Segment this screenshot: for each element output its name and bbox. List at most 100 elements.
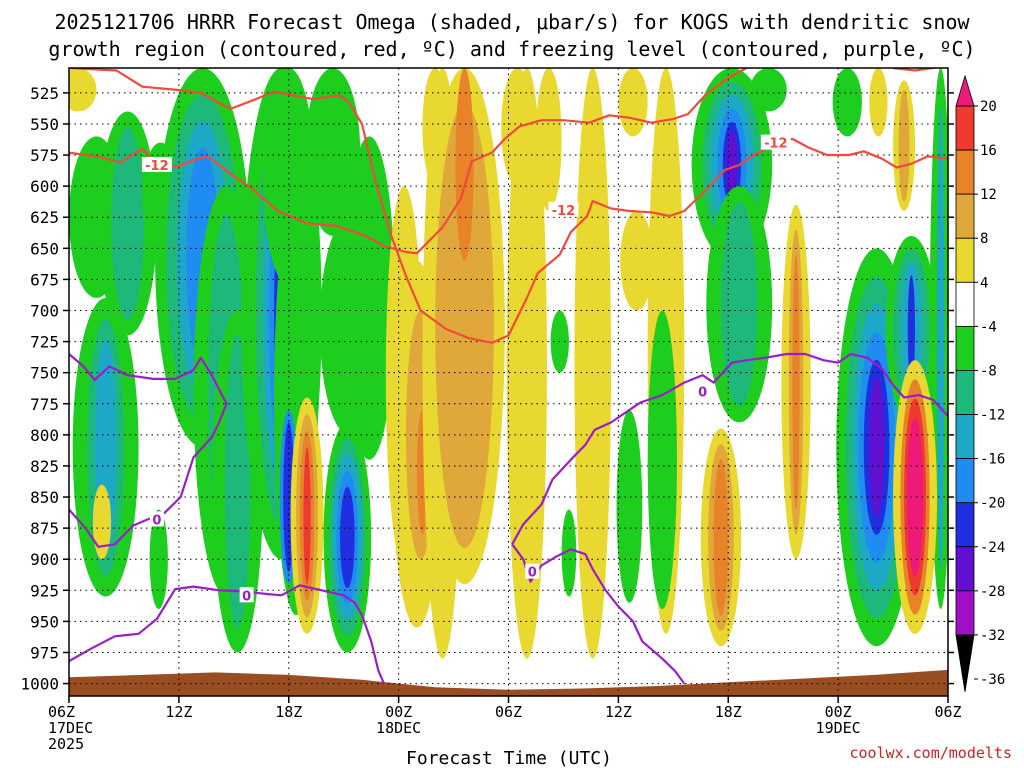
x-tick-label-0-2: 2025 — [48, 735, 84, 753]
omega-blob-29-0 — [535, 68, 562, 211]
omega-blob-33-0 — [618, 68, 648, 137]
colorbar-top-arrow — [955, 74, 975, 107]
colorbar-label-8: -16 — [980, 452, 1005, 468]
omega-blob-48-3 — [907, 275, 916, 384]
x-tick-label-18-1: 18DEC — [376, 719, 421, 737]
colorbar-bottom-arrow — [955, 634, 975, 693]
colorbar-bin-6 — [955, 325, 975, 371]
x-tick-label-48-0: 06Z — [934, 703, 961, 721]
y-tick-label-725: 725 — [30, 333, 59, 352]
x-axis-label: Forecast Time (UTC) — [406, 748, 612, 768]
colorbar-label-1: 16 — [980, 143, 997, 159]
axes: 525 550 575 600 625 650 675 700 725 750 775 800 825 8… — [20, 84, 961, 753]
colorbar-bin-7 — [955, 370, 975, 415]
x-tick-label-24-0: 06Z — [495, 703, 522, 721]
colorbar-label-12: -32 — [980, 628, 1005, 644]
x-tick-label-0-0: 06Z — [48, 703, 75, 721]
y-tick-label-625: 625 — [30, 208, 59, 227]
ground-fill — [69, 669, 948, 696]
x-tick-label-12-0: 18Z — [275, 703, 302, 721]
dgz-contour-label-1: -12 — [552, 204, 576, 219]
colorbar-label-0: 20 — [980, 99, 997, 115]
colorbar-label-3: 8 — [980, 231, 988, 247]
colorbar-bin-11 — [955, 546, 975, 592]
dgz-contour-label-1-bg — [548, 201, 579, 217]
omega-blob-14-3 — [303, 447, 311, 585]
dgz-contour-label-2: -12 — [764, 137, 788, 152]
omega-blob-38-2 — [713, 459, 729, 616]
y-tick-label-525: 525 — [30, 84, 59, 103]
colorbar-label-11: -28 — [980, 584, 1005, 600]
x-tick-label-42-0: 00Z — [825, 703, 852, 721]
freezing-contour-label-0-bg — [149, 511, 164, 527]
omega-blob-4-1 — [111, 127, 145, 320]
colorbar-label-9: -20 — [980, 496, 1005, 512]
colorbar-bin-5 — [955, 281, 975, 327]
y-tick-label-850: 850 — [30, 488, 59, 507]
omega-blob-26-0 — [455, 68, 474, 261]
dgz-contour-line-2 — [348, 102, 948, 344]
x-tick-label-30-0: 12Z — [605, 703, 632, 721]
omega-blob-31-0 — [561, 509, 577, 597]
y-tick-label-700: 700 — [30, 301, 59, 320]
freezing-contour-label-2: 0 — [528, 566, 537, 581]
omega-blob-42-2 — [792, 254, 800, 510]
omega-blob-41-0 — [750, 68, 787, 112]
colorbar-label-2: 12 — [980, 187, 997, 203]
freezing-contour-label-1-bg — [239, 587, 254, 603]
ground-layer — [69, 669, 948, 696]
colorbar-bin-12 — [955, 590, 975, 636]
freezing-contour-line-1 — [69, 584, 386, 685]
colorbar-bin-3 — [955, 193, 975, 239]
omega-blob-9-1 — [224, 334, 251, 629]
omega-blob-37-0 — [616, 409, 643, 603]
colorbar-label-4: 4 — [980, 275, 988, 291]
omega-blob-47-5 — [869, 377, 884, 517]
y-tick-label-575: 575 — [30, 146, 59, 165]
grid-lines — [69, 68, 948, 696]
omega-blob-46-1 — [898, 89, 910, 202]
x-tick-label-42-1: 19DEC — [816, 719, 861, 737]
y-tick-label-950: 950 — [30, 612, 59, 631]
omega-blob-32-0 — [574, 68, 612, 659]
credit-text: coolwx.com/modelts — [849, 744, 1012, 762]
chart-title-line2: growth region (contoured, red, ºC) and f… — [48, 37, 975, 61]
colorbar-label-5: -4 — [980, 319, 997, 335]
omega-blob-36-0 — [647, 310, 677, 609]
freezing-contour-label-3-bg — [695, 383, 710, 399]
colorbar-bin-2 — [955, 149, 975, 195]
y-tick-label-875: 875 — [30, 519, 59, 538]
y-tick-label-675: 675 — [30, 270, 59, 289]
freezing-contour-label-1: 0 — [242, 589, 251, 604]
omega-blob-17-0 — [305, 68, 361, 236]
y-tick-label-825: 825 — [30, 457, 59, 476]
chart-title-line1: 2025121706 HRRR Forecast Omega (shaded, … — [54, 10, 970, 34]
omega-blob-49-1 — [937, 105, 945, 572]
dgz-contour-label-0: -12 — [145, 159, 169, 174]
omega-blob-39-5 — [726, 130, 738, 199]
contour-lines: -12 -12 -12 0 0 0 0 — [69, 68, 948, 685]
y-tick-label-900: 900 — [30, 550, 59, 569]
omega-blob-3-0 — [92, 484, 112, 560]
y-tick-label-925: 925 — [30, 581, 59, 600]
y-tick-label-975: 975 — [30, 643, 59, 662]
colorbar-bin-9 — [955, 458, 975, 504]
dgz-contour-line-1 — [69, 68, 748, 255]
colorbar-label-7: -12 — [980, 408, 1005, 424]
x-tick-label-36-0: 18Z — [715, 703, 742, 721]
y-tick-label-775: 775 — [30, 395, 59, 414]
omega-blob-6-0 — [149, 509, 168, 609]
y-tick-label-1000: 1000 — [20, 675, 59, 694]
y-tick-label-800: 800 — [30, 426, 59, 445]
y-tick-label-750: 750 — [30, 364, 59, 383]
freezing-contour-label-3: 0 — [698, 385, 707, 400]
dgz-contour-label-2-bg — [760, 134, 791, 150]
omega-blob-0-0 — [69, 68, 97, 112]
freezing-contour-label-0: 0 — [152, 513, 161, 528]
colorbar-bin-10 — [955, 502, 975, 548]
omega-shading — [69, 68, 948, 659]
omega-blob-13-0 — [263, 68, 315, 286]
colorbar-bin-8 — [955, 414, 975, 460]
